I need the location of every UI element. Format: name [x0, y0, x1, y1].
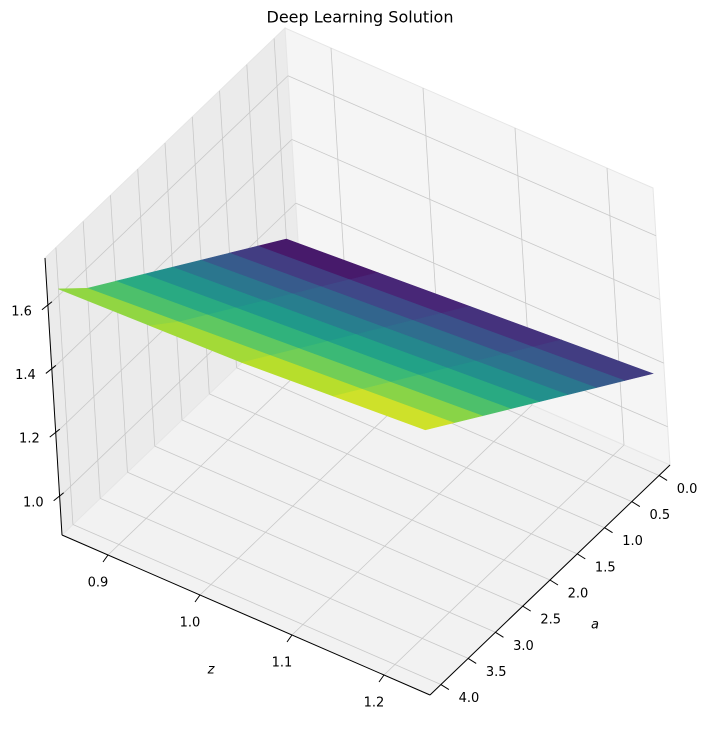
tick-mark [49, 428, 61, 438]
x-tick-label: 3.5 [486, 665, 507, 680]
tick-mark [658, 475, 668, 481]
axis-line [429, 464, 671, 696]
grid-line [291, 404, 533, 636]
grid-line [110, 195, 128, 473]
y-tick-label: 1.1 [272, 656, 293, 671]
surface-patch [332, 388, 455, 431]
grid-line [51, 139, 293, 370]
tick-mark [522, 605, 531, 612]
grid-line [287, 75, 657, 237]
x-tick-label: 1.5 [595, 560, 616, 575]
z-tick-label: 1.0 [23, 495, 44, 510]
grid-line [295, 202, 664, 364]
grid-line [47, 75, 289, 307]
x-tick-label: 0.5 [649, 508, 670, 523]
grid-line [72, 524, 442, 685]
tick-mark [102, 554, 109, 563]
tick-mark [286, 634, 293, 643]
y-tick-label: 0.9 [88, 576, 109, 591]
tick-mark [495, 631, 504, 638]
x-axis-label: a [591, 618, 599, 633]
chart-title: Deep Learning Solution [267, 8, 454, 27]
grid-line [209, 393, 578, 555]
tick-mark [41, 301, 53, 311]
grid-line [127, 471, 496, 633]
grid-line [181, 419, 551, 581]
x-tick-label: 2.5 [540, 613, 561, 628]
z-tick-label: 1.2 [19, 432, 40, 447]
y-tick-label: 1.0 [180, 616, 201, 631]
grid-line [383, 444, 625, 676]
grid-line [55, 247, 74, 525]
grid-line [236, 367, 605, 529]
x-tick-label: 3.0 [513, 639, 534, 654]
tick-mark [440, 684, 450, 690]
x-tick-label: 4.0 [459, 691, 480, 706]
tick-mark [378, 674, 385, 683]
grid-line [291, 139, 660, 300]
tick-mark [53, 492, 64, 502]
tick-mark [194, 594, 201, 603]
y-tick-label: 1.2 [364, 696, 385, 711]
x-tick-label: 1.0 [622, 534, 643, 549]
x-tick-label: 2.0 [568, 587, 589, 602]
grid-line [154, 445, 523, 607]
z-tick-label: 1.4 [15, 368, 36, 383]
grid-line [100, 498, 469, 659]
x-tick-label: 0.0 [677, 482, 698, 497]
tick-mark [549, 579, 559, 586]
tick-mark [604, 527, 613, 534]
axis-line [61, 534, 431, 696]
y-axis-label: z [207, 663, 216, 678]
tick-mark [45, 365, 57, 374]
grid-line [606, 167, 625, 446]
tick-mark [467, 657, 477, 664]
grid-line [82, 221, 101, 499]
z-tick-label: 1.6 [11, 304, 32, 319]
tick-mark [631, 501, 641, 508]
axis-line [44, 257, 63, 536]
tick-mark [577, 553, 586, 560]
